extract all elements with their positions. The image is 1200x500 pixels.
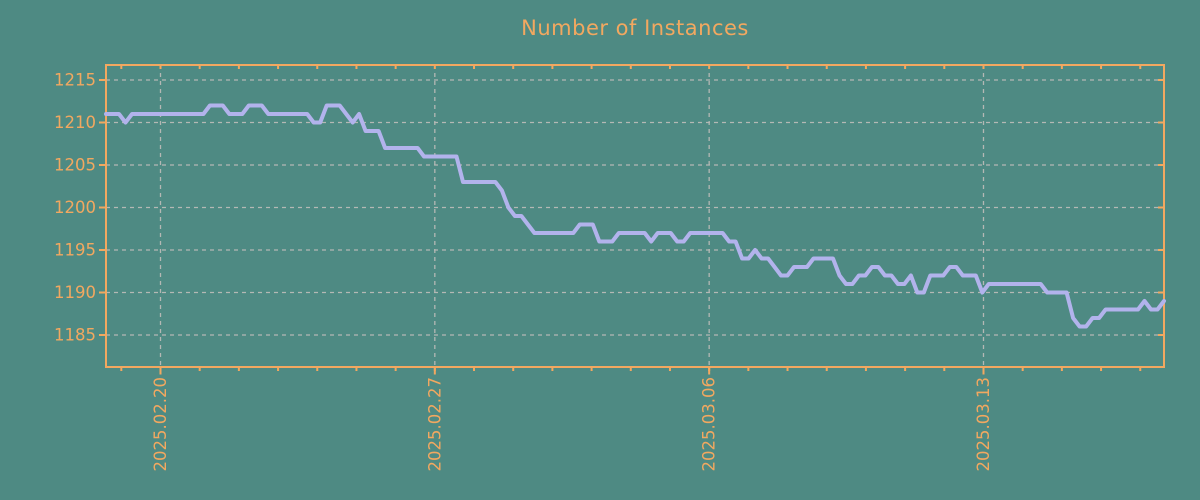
y-tick-label: 1200: [54, 198, 96, 217]
y-tick-label: 1195: [54, 241, 96, 260]
y-tick-label: 1205: [54, 156, 96, 175]
x-tick-label: 2025.03.13: [974, 377, 993, 471]
axis-ticks: [99, 65, 1164, 375]
y-tick-label: 1215: [54, 71, 96, 90]
chart-title: Number of Instances: [521, 16, 749, 40]
y-tick-label: 1210: [54, 113, 96, 132]
y-tick-label: 1185: [54, 326, 96, 345]
x-tick-label: 2025.02.27: [425, 377, 444, 471]
y-tick-labels: 1185 1190 1195 1200 1205 1210 1215: [54, 71, 96, 345]
y-tick-label: 1190: [54, 283, 96, 302]
x-tick-label: 2025.02.20: [151, 377, 170, 471]
x-tick-label: 2025.03.06: [700, 377, 719, 471]
plot-border: [105, 64, 1165, 368]
instances-series-line: [104, 103, 1166, 329]
x-tick-labels: 2025.02.20 2025.02.27 2025.03.06 2025.03.13: [151, 377, 993, 471]
